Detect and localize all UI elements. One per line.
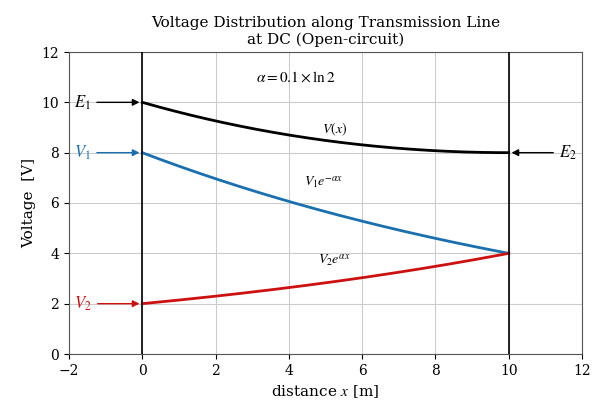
- Text: $V_1 e^{-\alpha x}$: $V_1 e^{-\alpha x}$: [304, 175, 343, 191]
- Y-axis label: Voltage  [V]: Voltage [V]: [22, 158, 36, 248]
- Text: $V_2 e^{\alpha x}$: $V_2 e^{\alpha x}$: [318, 253, 351, 269]
- Text: $V_2$: $V_2$: [74, 294, 138, 313]
- Text: $E_1$: $E_1$: [74, 93, 138, 112]
- X-axis label: distance $x$ [m]: distance $x$ [m]: [271, 383, 380, 400]
- Text: $V_1$: $V_1$: [74, 144, 138, 162]
- Text: $V(x)$: $V(x)$: [322, 121, 347, 138]
- Text: $\alpha = 0.1 \times \ln 2$: $\alpha = 0.1 \times \ln 2$: [256, 70, 336, 84]
- Title: Voltage Distribution along Transmission Line
at DC (Open-circuit): Voltage Distribution along Transmission …: [151, 16, 500, 47]
- Text: $E_2$: $E_2$: [513, 144, 577, 162]
